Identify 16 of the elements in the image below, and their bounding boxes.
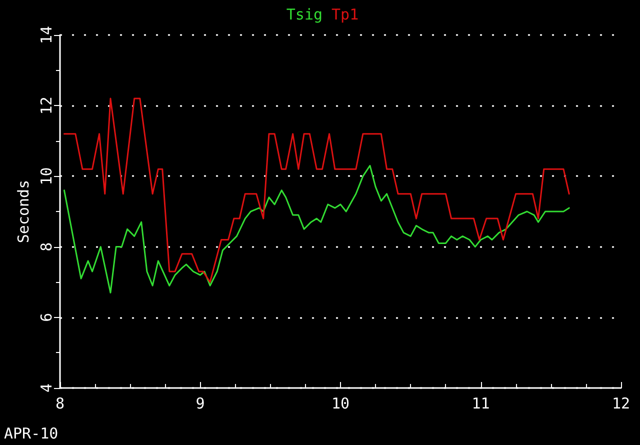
y-tick-label: 12	[38, 96, 56, 115]
text: Tp1	[332, 6, 359, 24]
x-tick-label: 9	[196, 394, 205, 412]
y-tick-label: 6	[38, 312, 56, 322]
x-tick-label: 12	[612, 394, 630, 412]
y-tick-label: 8	[38, 242, 56, 252]
y-tick-label: 10	[38, 167, 56, 186]
x-axis-title: APR-10	[4, 424, 58, 442]
y-tick-label: 4	[38, 383, 56, 393]
y-tick-label: 14	[38, 26, 56, 44]
line-series	[63, 98, 570, 283]
x-tick-label: 10	[331, 394, 350, 412]
text: Tsig	[286, 6, 323, 24]
line-series	[63, 164, 570, 294]
y-axis-title: Seconds	[14, 180, 33, 244]
x-tick-label: 11	[472, 394, 490, 412]
